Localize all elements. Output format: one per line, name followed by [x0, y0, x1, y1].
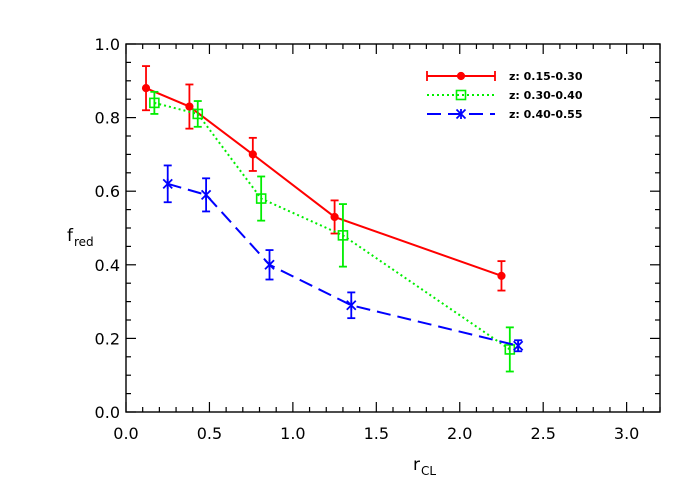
x-tick-label: 0.5 [197, 424, 222, 443]
data-point-circle [497, 271, 506, 280]
x-tick-label: 1.5 [364, 424, 389, 443]
data-point-asterisk [162, 178, 173, 189]
x-tick-label: 0.0 [113, 424, 138, 443]
legend-label: z: 0.15-0.30 [509, 70, 583, 83]
series-3 [162, 164, 524, 353]
y-axis-label: f [67, 226, 74, 246]
legend-entry: z: 0.15-0.30 [426, 70, 583, 83]
data-point-asterisk [264, 259, 275, 270]
data-point-circle [248, 150, 257, 159]
legend-entry: z: 0.40-0.55 [427, 108, 582, 121]
legend-label: z: 0.40-0.55 [509, 108, 582, 121]
data-point-circle [330, 212, 339, 222]
x-axis-label: r [413, 455, 420, 475]
legend: z: 0.15-0.30 z: 0.30-0.40 z: 0.40-0.55 [426, 70, 583, 121]
data-point-square [192, 108, 204, 120]
legend-label: z: 0.30-0.40 [509, 89, 583, 102]
legend-entry: z: 0.30-0.40 [427, 89, 583, 102]
series-1 [141, 65, 506, 292]
error-bar [193, 100, 202, 128]
data-point-asterisk [455, 108, 467, 120]
error-bar [150, 90, 159, 115]
data-point-circle [456, 71, 466, 81]
x-tick-label: 2.0 [447, 424, 472, 443]
error-bar [257, 175, 266, 222]
data-point-square [149, 97, 160, 109]
y-tick-label: 1.0 [95, 35, 120, 54]
series-line [145, 87, 502, 277]
x-tick-label: 1.0 [280, 424, 305, 443]
series-2 [149, 90, 516, 373]
data-point-circle [185, 102, 194, 111]
data-point-asterisk [200, 189, 212, 201]
x-tick-label: 3.0 [614, 424, 639, 443]
y-tick-label: 0.8 [95, 109, 120, 128]
data-point-square [337, 230, 349, 241]
plot-series [141, 65, 524, 373]
y-tick-label: 0.6 [95, 182, 120, 201]
axis-ticks: 0.0 0.5 1.0 1.5 2.0 2.5 3.0 0.0 0.2 0.4 0.6 0.8 1.0 [95, 35, 661, 443]
error-bar [505, 326, 514, 373]
x-axis-label-subscript: CL [421, 464, 436, 478]
data-point-asterisk [346, 300, 357, 311]
data-point-circle [141, 84, 151, 93]
data-point-asterisk [513, 340, 524, 351]
series-line [154, 101, 511, 351]
error-bar [338, 203, 347, 268]
y-axis-label-subscript: red [74, 235, 94, 249]
data-point-square [455, 89, 467, 101]
data-point-square [255, 193, 267, 204]
y-tick-label: 0.2 [95, 329, 120, 348]
y-tick-label: 0.0 [95, 403, 120, 422]
y-tick-label: 0.4 [95, 256, 120, 275]
x-tick-label: 2.5 [530, 424, 555, 443]
